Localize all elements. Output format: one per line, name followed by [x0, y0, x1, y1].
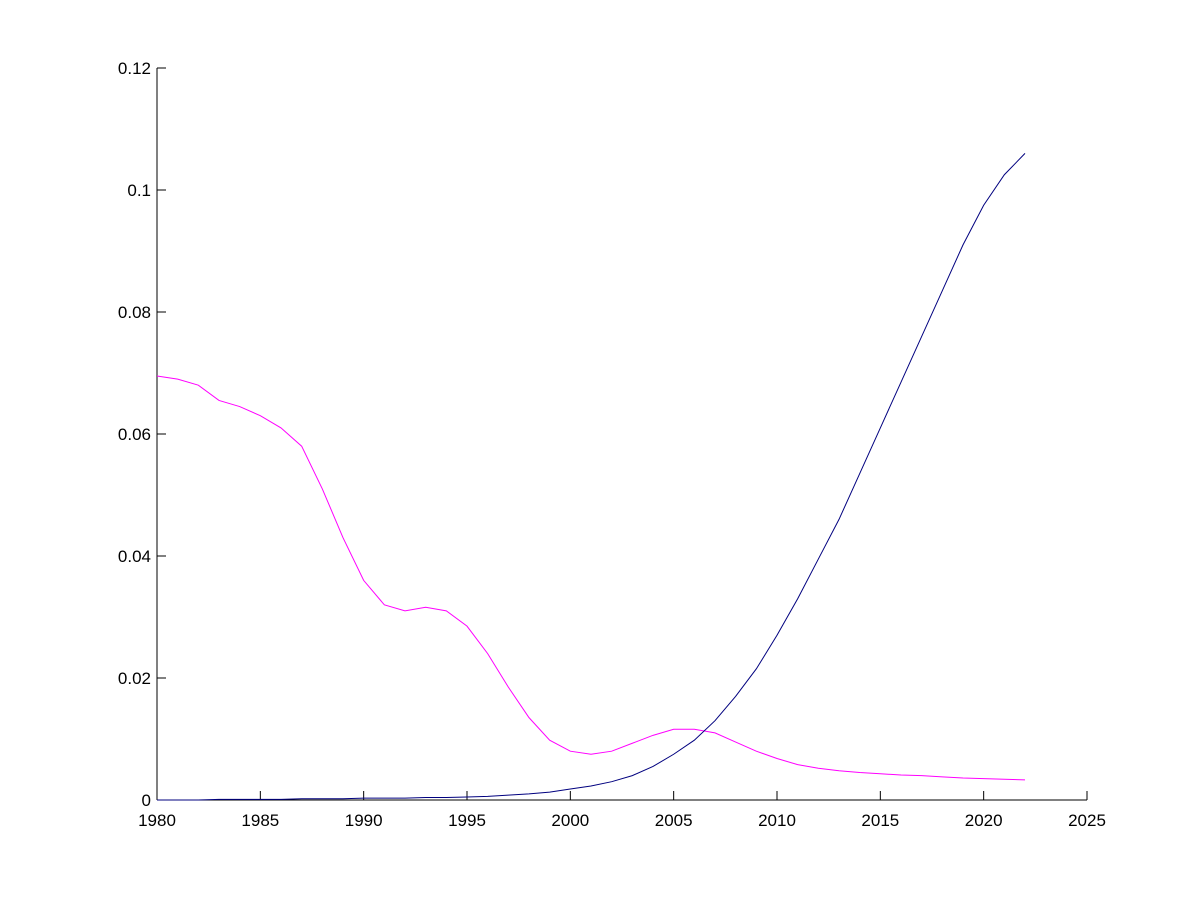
- x-tick-label: 1995: [448, 811, 486, 830]
- x-tick-label: 2000: [551, 811, 589, 830]
- y-tick-label: 0: [142, 791, 151, 810]
- x-tick-label: 2020: [965, 811, 1003, 830]
- x-tick-label: 2025: [1068, 811, 1106, 830]
- y-tick-label: 0.04: [118, 547, 151, 566]
- y-tick-label: 0.1: [127, 181, 151, 200]
- y-tick-label: 0.08: [118, 303, 151, 322]
- x-tick-label: 1990: [345, 811, 383, 830]
- y-tick-label: 0.06: [118, 425, 151, 444]
- line-series: [156, 375, 1026, 781]
- x-tick-label: 2015: [861, 811, 899, 830]
- line-series: [157, 153, 1026, 801]
- y-tick-label: 0.12: [118, 59, 151, 78]
- x-tick-label: 2005: [655, 811, 693, 830]
- x-tick-label: 1980: [138, 811, 176, 830]
- x-tick-label: 1985: [241, 811, 279, 830]
- x-tick-label: 2010: [758, 811, 796, 830]
- y-tick-label: 0.02: [118, 669, 151, 688]
